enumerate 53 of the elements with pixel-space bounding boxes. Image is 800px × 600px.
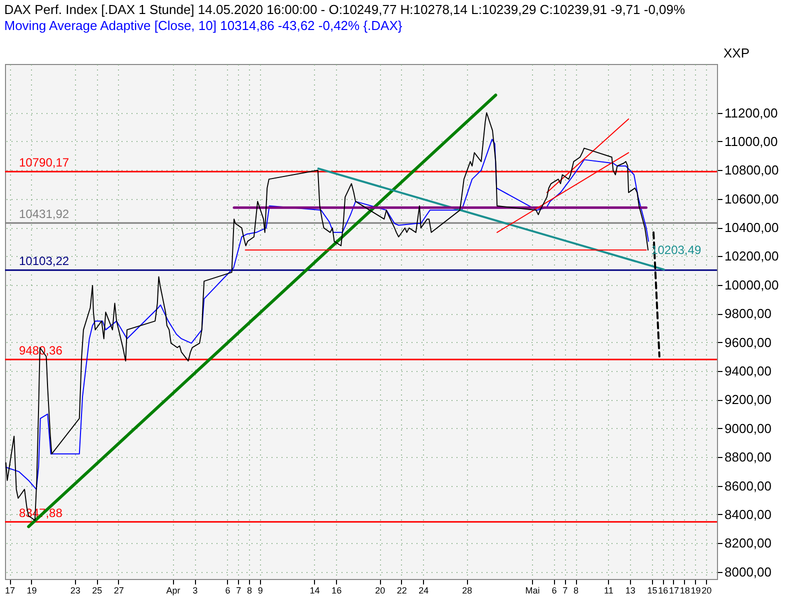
y-tick-label: 10000,00 bbox=[724, 277, 779, 292]
x-tick-label: 17 bbox=[5, 586, 16, 596]
x-tick-label: 24 bbox=[418, 586, 429, 596]
x-tick-label: 14 bbox=[310, 586, 320, 596]
y-tick-label: 9000,00 bbox=[724, 420, 772, 436]
x-tick-label: 7 bbox=[562, 586, 568, 596]
y-tick-label: 10400,00 bbox=[724, 220, 779, 236]
x-tick-label: 28 bbox=[462, 586, 472, 596]
chart-subtitle: Moving Average Adaptive [Close, 10] 10314,86 -43,62 -0,42% {.DAX} bbox=[4, 18, 403, 33]
x-tick-label: 18 bbox=[680, 586, 690, 596]
y-tick-label: 8600,00 bbox=[724, 478, 772, 494]
y-tick-label: 9600,00 bbox=[724, 334, 772, 350]
y-tick-label: 11200,00 bbox=[724, 105, 778, 120]
x-tick-label: 15 bbox=[647, 586, 658, 596]
y-tick-label: 11000,00 bbox=[724, 134, 778, 149]
x-tick-label: 19 bbox=[690, 586, 701, 596]
y-tick-label: 8800,00 bbox=[724, 450, 772, 465]
y-tick-label: 8200,00 bbox=[724, 536, 772, 551]
x-tick-label: 16 bbox=[658, 586, 668, 596]
x-tick-label: 22 bbox=[396, 586, 407, 596]
x-tick-label: 6 bbox=[225, 586, 230, 596]
x-tick-label: 7 bbox=[236, 586, 242, 596]
y-axis-title: XXP bbox=[724, 46, 750, 60]
y-tick-label: 10600,00 bbox=[724, 191, 779, 206]
x-tick-label: 6 bbox=[552, 586, 557, 596]
x-tick-label: 23 bbox=[70, 586, 80, 596]
x-tick-label: 3 bbox=[192, 586, 198, 596]
x-tick-label: 20 bbox=[375, 586, 386, 596]
x-tick-label: 19 bbox=[26, 586, 37, 596]
annotation: 10203,49 bbox=[651, 243, 702, 258]
x-tick-label: Mai bbox=[525, 586, 540, 596]
x-tick-label: 20 bbox=[702, 586, 712, 596]
chart-title: DAX Perf. Index [.DAX 1 Stunde] 14.05.2020 16:00:00 - O:10249,77 H:10278,14 L:10239,29 C:10239,91 -9,71 -0,09% bbox=[4, 2, 686, 17]
x-tick-label: 8 bbox=[246, 586, 252, 596]
ref-line-label: 10790,17 bbox=[19, 156, 70, 170]
y-tick-label: 10200,00 bbox=[724, 248, 779, 264]
y-tick-label: 9200,00 bbox=[724, 392, 772, 408]
y-tick-label: 9800,00 bbox=[724, 306, 772, 322]
x-tick-label: 8 bbox=[574, 586, 579, 596]
x-tick-label: 11 bbox=[604, 586, 614, 596]
y-tick-label: 9400,00 bbox=[724, 363, 772, 378]
x-tick-label: 16 bbox=[332, 586, 342, 596]
x-tick-label: 17 bbox=[668, 586, 679, 596]
y-tick-label: 10800,00 bbox=[724, 162, 779, 178]
x-tick-label: 27 bbox=[114, 586, 124, 596]
x-tick-label: Apr bbox=[166, 586, 180, 596]
x-tick-label: 25 bbox=[92, 586, 102, 596]
y-tick-label: 8400,00 bbox=[724, 506, 772, 522]
ref-line-label: 10103,22 bbox=[19, 254, 70, 268]
y-tick-label: 8000,00 bbox=[724, 564, 772, 580]
ref-line-label: 10431,92 bbox=[19, 206, 70, 221]
x-tick-label: 9 bbox=[258, 586, 263, 596]
x-tick-label: 13 bbox=[625, 586, 636, 596]
